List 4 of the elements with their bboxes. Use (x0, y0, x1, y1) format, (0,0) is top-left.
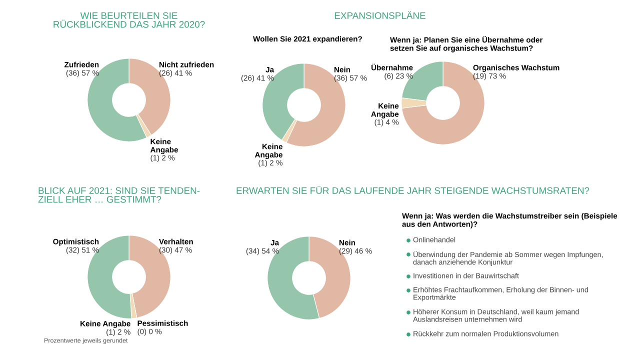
text: ERWARTEN SIE FÜR DAS LAUFENDE JAHR STEIGENDE WACHSTUMSRATEN? (236, 186, 590, 194)
chart-title: WIE BEURTEILEN SIE RÜCKBLICKEND DAS JAHR 2020? (54, 12, 205, 28)
chart-title: BLICK AUF 2021: SIND SIE TENDEN- ZIELL EHER … GESTIMMT? (38, 187, 200, 203)
chart-title: EXPANSIONSPLÄNE (334, 10, 426, 19)
